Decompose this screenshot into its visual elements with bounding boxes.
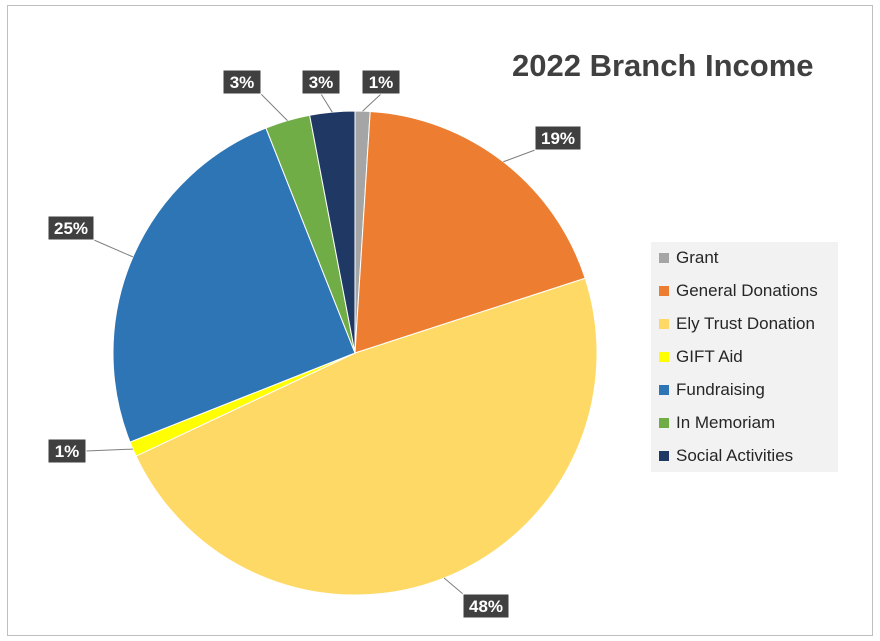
legend-item-grant: Grant bbox=[659, 247, 719, 269]
legend-swatch-gift-aid bbox=[659, 352, 669, 362]
pie-slice-general-donations bbox=[354, 110, 586, 354]
legend-label-general-donations: General Donations bbox=[676, 281, 818, 300]
data-label-box-general-donations bbox=[534, 125, 582, 151]
legend-item-gift-aid: GIFT Aid bbox=[659, 346, 743, 368]
pie-slice-ely-trust-donation bbox=[135, 277, 598, 596]
data-label-box-fundraising bbox=[47, 215, 95, 241]
legend-label-social-activities: Social Activities bbox=[676, 446, 794, 465]
leader-line-fundraising bbox=[93, 239, 134, 258]
chart-title: 2022 Branch Income bbox=[512, 48, 814, 83]
leader-line-social-activities bbox=[320, 93, 333, 113]
data-label-box-gift-aid bbox=[47, 438, 87, 464]
legend-swatch-fundraising bbox=[659, 385, 669, 395]
leader-line-general-donations bbox=[503, 149, 536, 163]
leader-line-gift-aid bbox=[85, 448, 133, 452]
data-label-box-social-activities bbox=[301, 69, 341, 95]
data-label-box-in-memoriam bbox=[222, 69, 262, 95]
leader-line-ely-trust-donation bbox=[443, 577, 464, 595]
data-label-general-donations: 19% bbox=[541, 129, 575, 148]
legend-label-ely-trust-donation: Ely Trust Donation bbox=[676, 314, 815, 333]
legend-swatch-social-activities bbox=[659, 451, 669, 461]
data-label-fundraising: 25% bbox=[54, 219, 88, 238]
legend-swatch-grant bbox=[659, 253, 669, 263]
data-label-social-activities: 3% bbox=[309, 73, 334, 92]
legend: Grant General Donations Ely Trust Donati… bbox=[651, 242, 838, 472]
data-label-ely-trust-donation: 48% bbox=[469, 597, 503, 616]
data-label-box-grant bbox=[361, 69, 401, 95]
pie-slice-social-activities bbox=[309, 110, 356, 354]
data-labels: 1% 19% 48% 1% 25% 3% 3% bbox=[47, 69, 582, 619]
data-label-grant: 1% bbox=[369, 73, 394, 92]
leader-line-grant bbox=[362, 93, 382, 112]
leader-lines bbox=[85, 93, 536, 595]
legend-label-fundraising: Fundraising bbox=[676, 380, 765, 399]
legend-item-general-donations: General Donations bbox=[659, 280, 818, 302]
legend-item-social-activities: Social Activities bbox=[659, 445, 793, 467]
legend-swatch-in-memoriam bbox=[659, 418, 669, 428]
legend-label-grant: Grant bbox=[676, 248, 719, 267]
leader-line-in-memoriam bbox=[260, 93, 288, 121]
legend-label-gift-aid: GIFT Aid bbox=[676, 347, 743, 366]
legend-label-in-memoriam: In Memoriam bbox=[676, 413, 776, 432]
data-label-gift-aid: 1% bbox=[55, 442, 80, 461]
legend-item-fundraising: Fundraising bbox=[659, 379, 765, 401]
legend-swatch-ely-trust-donation bbox=[659, 319, 669, 329]
legend-swatch-general-donations bbox=[659, 286, 669, 296]
legend-item-in-memoriam: In Memoriam bbox=[659, 412, 775, 434]
data-label-box-ely-trust-donation bbox=[462, 593, 510, 619]
slices-layer bbox=[112, 110, 598, 596]
legend-item-ely-trust-donation: Ely Trust Donation bbox=[659, 313, 815, 335]
data-label-in-memoriam: 3% bbox=[230, 73, 255, 92]
